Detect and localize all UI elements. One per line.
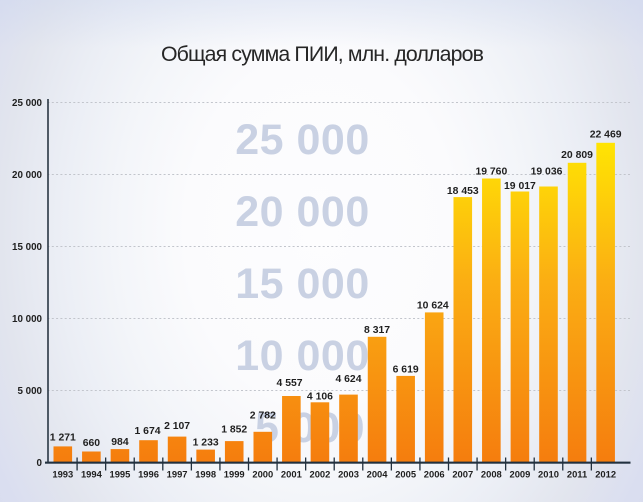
svg-text:19 036: 19 036 [531, 166, 563, 177]
svg-text:15 000: 15 000 [12, 242, 43, 253]
svg-text:4 106: 4 106 [307, 391, 333, 402]
svg-text:0: 0 [37, 458, 43, 469]
svg-text:1 852: 1 852 [221, 425, 247, 436]
svg-text:4 557: 4 557 [277, 378, 303, 389]
svg-text:2002: 2002 [310, 469, 331, 480]
svg-text:22 469: 22 469 [590, 130, 622, 141]
svg-text:1 233: 1 233 [193, 437, 219, 448]
svg-text:25 000: 25 000 [235, 116, 370, 164]
svg-text:1995: 1995 [110, 469, 131, 480]
svg-text:4 624: 4 624 [335, 374, 361, 385]
svg-text:18 453: 18 453 [447, 186, 479, 197]
svg-text:1994: 1994 [81, 469, 103, 480]
svg-text:15 000: 15 000 [235, 260, 370, 308]
svg-text:2003: 2003 [338, 469, 359, 480]
svg-text:6 619: 6 619 [393, 365, 419, 376]
svg-text:20 000: 20 000 [235, 188, 370, 236]
svg-text:19 017: 19 017 [504, 181, 536, 192]
svg-text:2000: 2000 [252, 469, 273, 480]
svg-text:2011: 2011 [567, 469, 587, 480]
svg-text:2 782: 2 782 [250, 410, 276, 421]
svg-text:2006: 2006 [424, 469, 445, 480]
svg-text:1996: 1996 [138, 469, 159, 480]
svg-text:1997: 1997 [167, 469, 188, 480]
svg-text:25 000: 25 000 [12, 98, 43, 109]
svg-text:1998: 1998 [195, 469, 216, 480]
svg-text:2010: 2010 [538, 469, 559, 480]
svg-text:1999: 1999 [224, 469, 245, 480]
svg-text:660: 660 [83, 438, 101, 449]
svg-text:8 317: 8 317 [364, 325, 390, 336]
svg-text:2007: 2007 [452, 469, 473, 480]
svg-text:2004: 2004 [367, 469, 389, 480]
svg-text:Общая сумма ПИИ, млн. долларов: Общая сумма ПИИ, млн. долларов [161, 42, 484, 66]
svg-text:10 624: 10 624 [417, 300, 449, 311]
svg-text:19 760: 19 760 [475, 167, 507, 178]
svg-text:2009: 2009 [509, 469, 530, 480]
svg-text:984: 984 [111, 437, 129, 448]
svg-text:2008: 2008 [481, 469, 502, 480]
svg-text:2012: 2012 [595, 469, 616, 480]
svg-text:10 000: 10 000 [235, 332, 370, 380]
svg-text:20 809: 20 809 [561, 150, 593, 161]
svg-text:20 000: 20 000 [12, 170, 43, 181]
svg-text:1993: 1993 [52, 469, 73, 480]
svg-text:1 674: 1 674 [135, 426, 161, 437]
svg-text:1 271: 1 271 [50, 433, 76, 444]
svg-text:2 107: 2 107 [164, 421, 190, 432]
svg-text:5 000: 5 000 [17, 386, 42, 397]
svg-text:2005: 2005 [395, 469, 416, 480]
svg-text:10 000: 10 000 [12, 314, 43, 325]
svg-text:2001: 2001 [281, 469, 302, 480]
